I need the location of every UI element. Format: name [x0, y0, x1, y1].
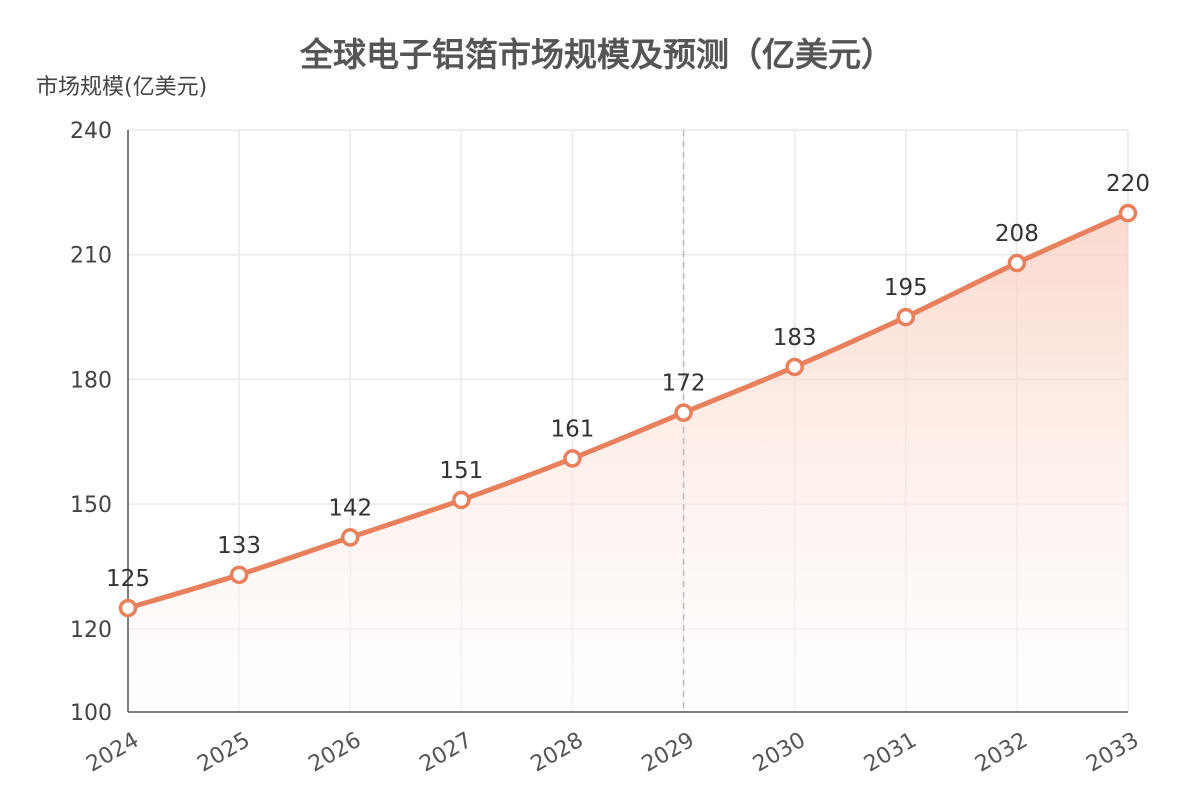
data-point-2031 — [896, 307, 916, 327]
y-axis-label: 市场规模(亿美元) — [36, 75, 207, 100]
data-label-2032: 208 — [995, 221, 1039, 247]
y-tick-labels: 100 120 150 180 210 240 — [70, 119, 112, 726]
data-point-2032 — [1007, 253, 1027, 273]
y-tick-210: 210 — [70, 244, 112, 269]
data-point-2029 — [674, 403, 693, 422]
x-tick-labels: 2024 2025 2026 2027 2028 2029 2030 2031 2032 2033 — [82, 728, 1143, 778]
y-tick-240: 240 — [70, 119, 112, 144]
x-tick-2026: 2026 — [304, 728, 365, 778]
data-markers — [118, 203, 1138, 618]
series-line — [127, 210, 1130, 611]
data-point-2027 — [452, 490, 471, 510]
x-tick-2030: 2030 — [749, 728, 810, 778]
data-labels: 125 133 142 151 161 172 183 195 208 220 — [106, 171, 1150, 592]
data-label-2031: 195 — [884, 275, 928, 301]
x-tick-2024: 2024 — [82, 728, 143, 778]
x-tick-2027: 2027 — [416, 728, 477, 778]
chart-title: 全球电子铝箔市场规模及预测（亿美元） — [299, 35, 894, 74]
data-label-2024: 125 — [106, 566, 150, 592]
data-point-2033 — [1118, 203, 1138, 223]
data-label-2033: 220 — [1106, 171, 1150, 197]
data-label-2025: 133 — [217, 533, 261, 559]
data-point-2028 — [563, 449, 582, 468]
x-tick-2032: 2032 — [971, 728, 1032, 778]
area-fill — [128, 213, 1128, 712]
data-label-2029: 172 — [662, 371, 706, 397]
data-label-2027: 151 — [439, 458, 483, 484]
data-label-2028: 161 — [550, 416, 594, 442]
data-point-2026 — [340, 528, 360, 547]
data-label-2030: 183 — [773, 325, 817, 351]
x-tick-2025: 2025 — [193, 728, 254, 778]
y-tick-100: 100 — [70, 701, 112, 726]
x-tick-2033: 2033 — [1082, 728, 1143, 778]
y-tick-180: 180 — [70, 368, 112, 393]
data-point-2024 — [118, 598, 138, 618]
y-tick-150: 150 — [70, 493, 112, 518]
data-point-2025 — [229, 565, 249, 585]
x-tick-2029: 2029 — [638, 728, 699, 778]
x-tick-2028: 2028 — [527, 728, 588, 778]
x-tick-2031: 2031 — [860, 728, 921, 778]
data-point-2030 — [785, 357, 804, 377]
data-label-2026: 142 — [328, 495, 372, 521]
y-tick-120: 120 — [70, 618, 112, 643]
